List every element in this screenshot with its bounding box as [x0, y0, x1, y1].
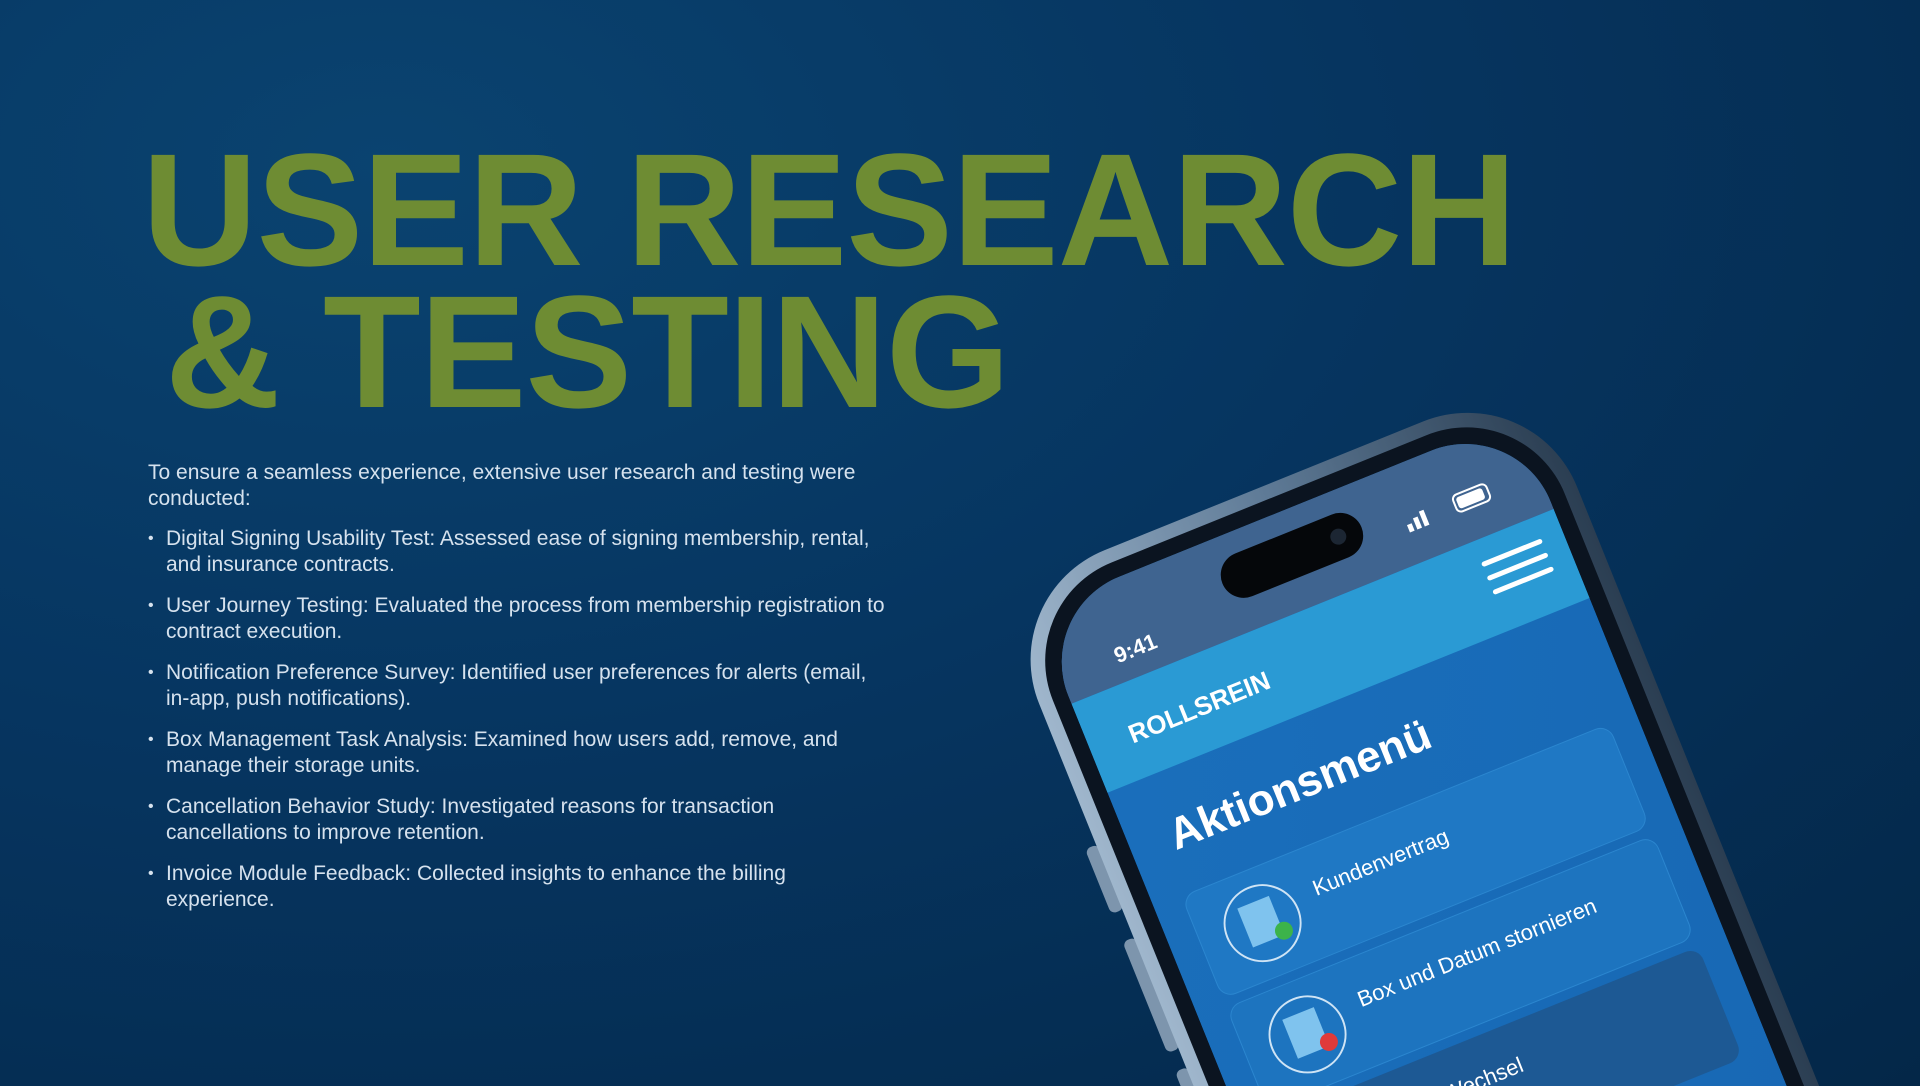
side-button	[1086, 845, 1123, 913]
bullet-item: Notification Preference Survey: Identifi…	[148, 660, 888, 712]
title-line: USER RESEARCH	[142, 120, 1517, 299]
intro: To ensure a seamless experience, extensi…	[148, 461, 856, 510]
bullet-item: Box Management Task Analysis: Examined h…	[148, 727, 888, 779]
status-icons	[1406, 483, 1492, 533]
bullet-list: Digital Signing Usability Test: Assessed…	[148, 526, 888, 913]
bullet-item: Invoice Module Feedback: Collected insig…	[148, 861, 888, 913]
body-copy: To ensure a seamless experience, extensi…	[148, 460, 888, 928]
dynamic-island	[1220, 512, 1364, 598]
title-line: & TESTING	[165, 262, 1010, 441]
bullet-item: Digital Signing Usability Test: Assessed…	[148, 526, 888, 578]
camera	[1330, 528, 1347, 545]
app-header	[1071, 508, 1590, 793]
bullet-item: User Journey Testing: Evaluated the proc…	[148, 593, 888, 645]
menu-icon	[1223, 884, 1347, 1074]
bullet-item: Cancellation Behavior Study: Investigate…	[148, 794, 888, 846]
side-button	[1124, 938, 1179, 1052]
menu-card	[1275, 950, 1739, 1086]
hamburger-menu	[1481, 539, 1554, 595]
